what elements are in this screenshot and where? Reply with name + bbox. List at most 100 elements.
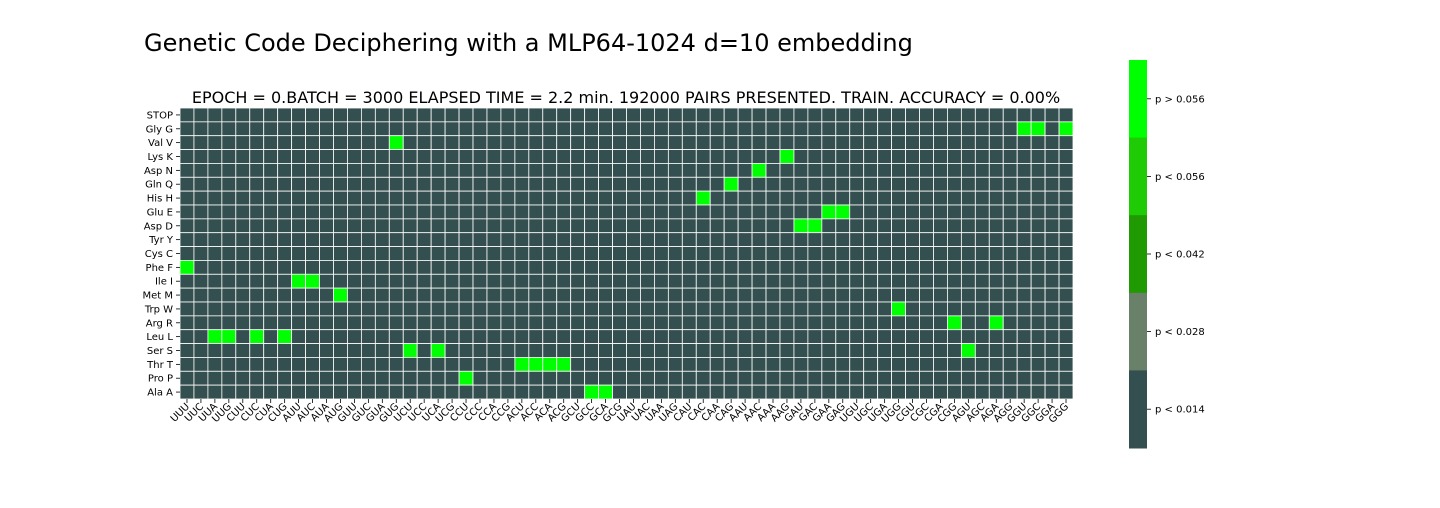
heatmap-cell — [207, 301, 223, 317]
heatmap-cell — [263, 176, 279, 192]
heatmap-cell — [612, 121, 627, 137]
heatmap-cell — [444, 190, 460, 206]
heatmap-cell — [556, 190, 572, 206]
heatmap-cell — [640, 135, 655, 150]
heatmap-cell — [235, 107, 251, 123]
heatmap-cell — [793, 287, 809, 303]
heatmap-cell-highlighted — [835, 204, 851, 220]
heatmap-cell — [821, 232, 837, 247]
heatmap-cell — [612, 315, 627, 331]
heatmap-cell — [821, 218, 837, 234]
heatmap-cell — [305, 176, 320, 192]
heatmap-cell — [319, 260, 334, 275]
heatmap-cell-highlighted — [430, 343, 446, 358]
heatmap-cell — [402, 149, 418, 164]
heatmap-cell — [221, 315, 237, 331]
heatmap-cell — [430, 329, 446, 344]
heatmap-cell — [626, 329, 641, 344]
heatmap-cell — [751, 329, 767, 344]
heatmap-cell — [877, 176, 893, 192]
heatmap-cell — [291, 176, 306, 192]
heatmap-cell — [402, 287, 418, 303]
heatmap-cell — [807, 273, 823, 289]
heatmap-cell — [751, 287, 767, 303]
heatmap-cell — [723, 315, 739, 331]
heatmap-cell — [416, 121, 432, 137]
heatmap-cell — [681, 329, 697, 344]
heatmap-cell — [514, 218, 530, 234]
heatmap-cell — [528, 204, 544, 220]
y-tick-label: STOP — [147, 110, 173, 121]
heatmap-cell — [514, 246, 530, 261]
heatmap-cell — [988, 190, 1004, 206]
heatmap-cell — [947, 246, 962, 261]
heatmap-cell — [849, 176, 865, 192]
heatmap-cell — [667, 384, 683, 400]
heatmap-cell — [919, 218, 934, 234]
heatmap-cell — [360, 232, 376, 247]
heatmap-cell — [374, 301, 390, 317]
heatmap-cell — [416, 287, 432, 303]
heatmap-cell — [430, 149, 446, 164]
heatmap-cell — [835, 273, 851, 289]
heatmap-cell — [974, 273, 990, 289]
heatmap-cell — [598, 163, 613, 178]
heatmap-cell — [556, 246, 572, 261]
heatmap-cell — [388, 232, 404, 247]
heatmap-cell — [249, 163, 265, 178]
heatmap-cell — [947, 287, 962, 303]
heatmap-cell — [695, 329, 711, 344]
heatmap-cell — [849, 107, 865, 123]
heatmap-cell — [1058, 107, 1074, 123]
heatmap-cell — [793, 107, 809, 123]
heatmap-cell — [598, 273, 613, 289]
heatmap-cell — [681, 149, 697, 164]
heatmap-cell — [528, 315, 544, 331]
heatmap-cell — [905, 370, 920, 386]
heatmap-cell — [626, 343, 641, 358]
heatmap-cell — [472, 204, 488, 220]
heatmap-cell — [765, 370, 781, 386]
heatmap-cell — [500, 315, 516, 331]
heatmap-cell — [877, 315, 893, 331]
heatmap-cell-highlighted — [821, 204, 837, 220]
heatmap-cell — [416, 107, 432, 123]
heatmap-cell — [723, 149, 739, 164]
heatmap-cell — [779, 301, 795, 317]
heatmap-cell — [891, 135, 906, 150]
heatmap-cell — [388, 370, 404, 386]
heatmap-cell — [933, 287, 948, 303]
heatmap-cell — [263, 329, 279, 344]
heatmap-cell — [933, 135, 948, 150]
heatmap-cell — [905, 260, 920, 275]
heatmap-cell — [974, 384, 990, 400]
heatmap-cell — [542, 218, 558, 234]
heatmap-cell — [570, 370, 586, 386]
heatmap-cell — [333, 246, 348, 261]
heatmap-cell-highlighted — [305, 273, 320, 289]
heatmap-cell — [765, 163, 781, 178]
heatmap-cell — [416, 301, 432, 317]
heatmap-cell — [667, 149, 683, 164]
heatmap-cell — [486, 149, 502, 164]
y-tick-label: Asp D — [144, 221, 174, 232]
heatmap-cell — [765, 343, 781, 358]
heatmap-cell — [737, 218, 753, 234]
heatmap-cell — [737, 149, 753, 164]
heatmap-cell — [249, 273, 265, 289]
heatmap-cell — [416, 357, 432, 372]
heatmap-cell — [444, 149, 460, 164]
heatmap-cell — [974, 370, 990, 386]
heatmap-cell — [528, 149, 544, 164]
heatmap-cell — [974, 301, 990, 317]
y-tick-label: Tyr Y — [148, 235, 174, 246]
heatmap-cell — [430, 121, 446, 137]
heatmap-cell — [821, 190, 837, 206]
heatmap-cell — [598, 135, 613, 150]
heatmap-cell — [263, 163, 279, 178]
heatmap-cell — [1002, 301, 1018, 317]
heatmap-cell — [807, 232, 823, 247]
heatmap-cell — [542, 204, 558, 220]
heatmap-cell — [1002, 315, 1018, 331]
heatmap-cell — [695, 135, 711, 150]
